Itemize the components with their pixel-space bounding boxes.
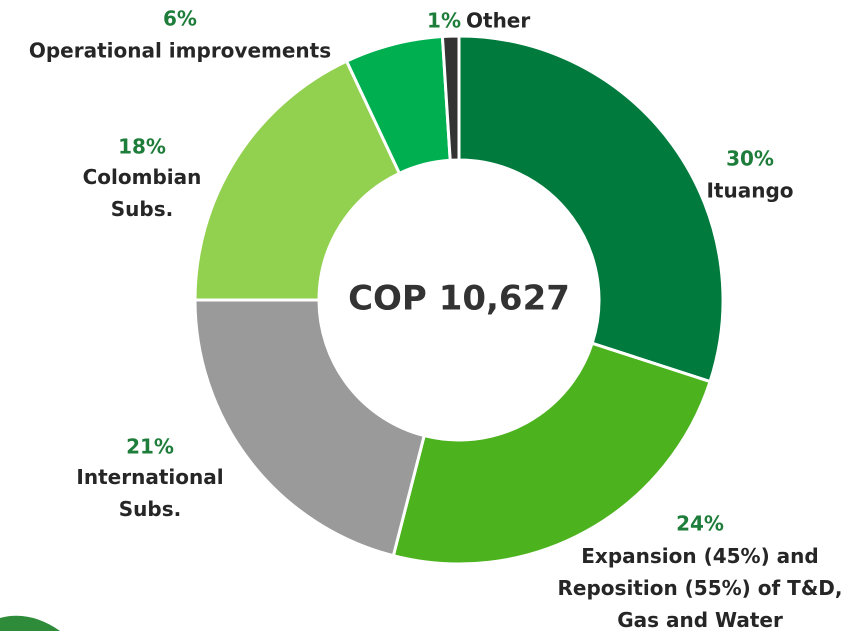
- category-label: Expansion (45%) and Reposition (55%) of T…: [558, 544, 843, 631]
- donut: [193, 34, 725, 566]
- slice: [391, 341, 712, 566]
- value-label: 18%: [118, 135, 166, 159]
- category-label: Colombian Subs.: [83, 165, 202, 221]
- category-label: Operational improvements: [29, 39, 331, 63]
- category-label: International Subs.: [76, 465, 223, 521]
- decoration: [0, 615, 60, 631]
- value-label: 1%: [427, 9, 461, 33]
- value-label: 21%: [126, 435, 174, 459]
- value-label: 6%: [163, 7, 197, 31]
- slice: [457, 34, 725, 384]
- value-label: 30%: [726, 147, 774, 171]
- slice: [193, 298, 427, 558]
- slice: [193, 59, 402, 302]
- value-label: 24%: [676, 512, 724, 536]
- slice: [440, 34, 461, 162]
- center-label: COP 10,627: [348, 279, 570, 319]
- category-label: Ituango: [706, 179, 793, 203]
- category-label: Other: [466, 9, 530, 33]
